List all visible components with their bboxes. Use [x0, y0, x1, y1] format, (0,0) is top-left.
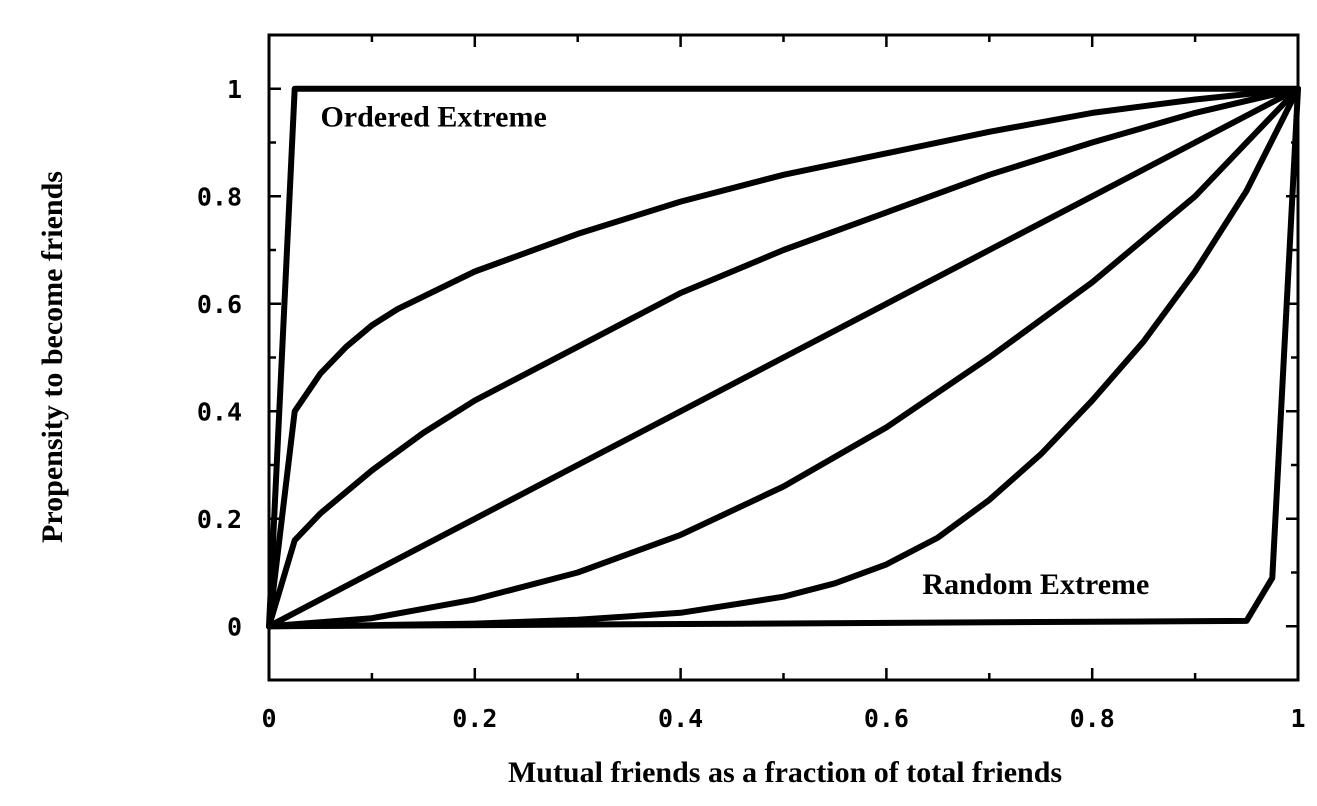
- y-tick-label: 1: [227, 75, 242, 104]
- series-line: [266, 85, 1301, 630]
- x-tick-label: 0.6: [864, 704, 909, 733]
- x-tick-label: 0.2: [452, 704, 497, 733]
- series-line: [266, 85, 1301, 630]
- series-line: [266, 85, 1301, 630]
- series-line: [266, 85, 1301, 630]
- y-tick-label: 0.2: [197, 505, 242, 534]
- y-axis-title: Propensity to become friends: [36, 171, 69, 543]
- x-tick-label: 0: [261, 704, 276, 733]
- tick-labels: 0 0.2 0.4 0.6 0.8 1 0 0.2 0.4 0.6 0.8 1: [197, 75, 1306, 733]
- annotation-label: Random Extreme: [922, 568, 1149, 601]
- annotations: Ordered Extreme Random Extreme: [320, 100, 1149, 601]
- x-tick-label: 1: [1290, 704, 1305, 733]
- x-tick-label: 0.8: [1070, 704, 1115, 733]
- y-tick-label: 0.4: [197, 397, 242, 426]
- x-tick-label: 0.4: [658, 704, 703, 733]
- curves: [266, 85, 1301, 630]
- y-tick-label: 0.6: [197, 290, 242, 319]
- series-line: [266, 85, 1301, 630]
- annotation-label: Ordered Extreme: [320, 100, 546, 133]
- y-tick-label: 0: [227, 612, 242, 641]
- series-line: [266, 85, 1301, 630]
- series-line: [266, 85, 1301, 630]
- y-tick-label: 0.8: [197, 182, 242, 211]
- x-axis-title: Mutual friends as a fraction of total fr…: [508, 756, 1062, 789]
